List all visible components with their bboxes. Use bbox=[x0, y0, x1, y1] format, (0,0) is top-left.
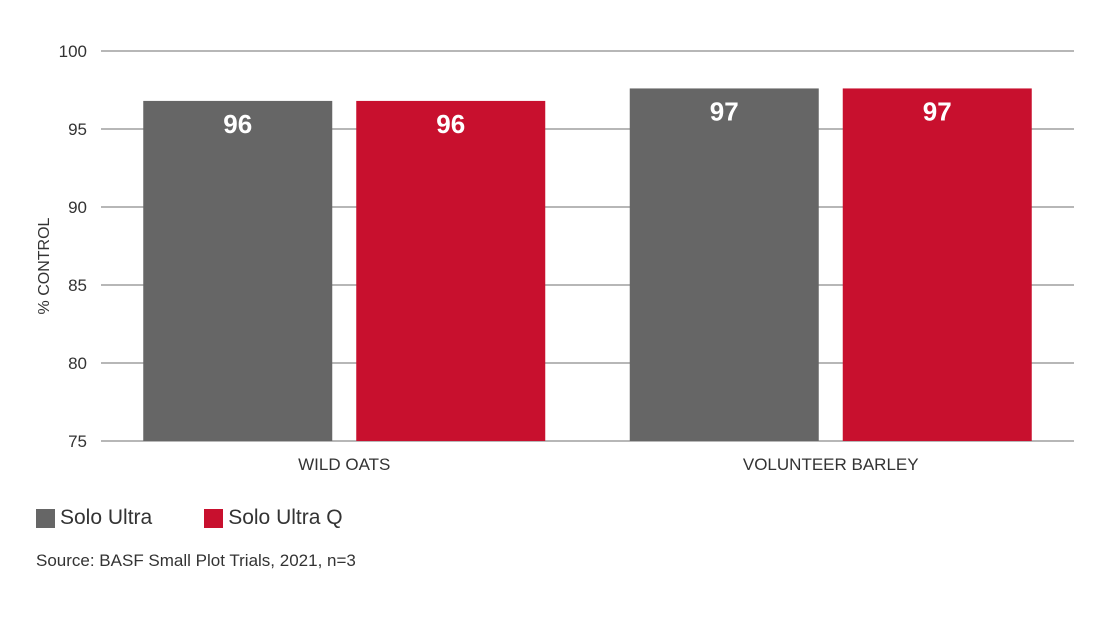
bar-value-label: 96 bbox=[436, 109, 465, 139]
x-axis-categories: WILD OATS VOLUNTEER BARLEY bbox=[298, 455, 918, 474]
legend-item-solo-ultra: Solo Ultra bbox=[36, 506, 152, 530]
legend-label-solo-ultra: Solo Ultra bbox=[60, 506, 153, 529]
y-tick-label: 75 bbox=[68, 432, 87, 451]
legend: Solo Ultra Solo Ultra Q bbox=[36, 506, 395, 530]
bar-value-label: 96 bbox=[223, 109, 252, 139]
y-axis-ticks: 75 80 85 90 95 100 bbox=[59, 42, 87, 451]
bar-value-label: 97 bbox=[923, 96, 952, 126]
bar bbox=[842, 88, 1032, 441]
x-category-label: WILD OATS bbox=[298, 455, 390, 474]
bar-chart: 75 80 85 90 95 100 96 96 97 97 WILD OATS VOLUNTEE… bbox=[36, 42, 1074, 474]
legend-swatch-solo-ultra-q bbox=[204, 508, 224, 528]
legend-label-solo-ultra-q: Solo Ultra Q bbox=[228, 506, 343, 529]
y-tick-label: 85 bbox=[68, 276, 87, 295]
source-note: Source: BASF Small Plot Trials, 2021, n=… bbox=[36, 551, 356, 570]
bar bbox=[356, 100, 546, 442]
y-axis-label: % CONTROL bbox=[36, 217, 53, 314]
bars: 96 96 97 97 bbox=[143, 88, 1032, 442]
bar-value-label: 97 bbox=[710, 96, 739, 126]
bar bbox=[143, 100, 333, 442]
y-tick-label: 80 bbox=[68, 354, 87, 373]
y-tick-label: 100 bbox=[59, 42, 87, 61]
x-category-label: VOLUNTEER BARLEY bbox=[743, 455, 919, 474]
y-tick-label: 90 bbox=[68, 198, 87, 217]
y-tick-label: 95 bbox=[68, 120, 87, 139]
legend-item-solo-ultra-q: Solo Ultra Q bbox=[204, 506, 343, 530]
bar bbox=[629, 88, 819, 441]
legend-swatch-solo-ultra bbox=[36, 508, 55, 528]
